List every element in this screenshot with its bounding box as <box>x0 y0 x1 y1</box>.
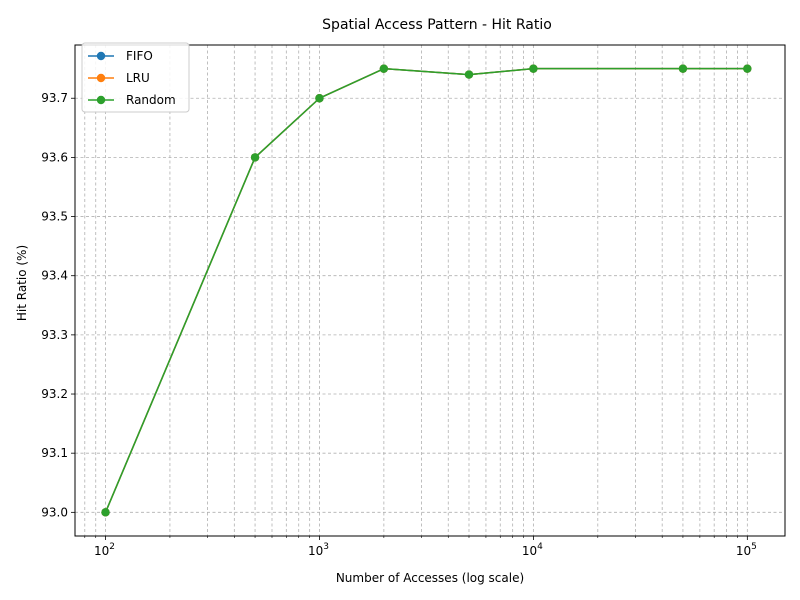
y-tick-label: 93.4 <box>41 269 68 283</box>
major-grid <box>75 45 785 536</box>
minor-grid <box>84 45 738 536</box>
y-tick-label: 93.6 <box>41 150 68 164</box>
y-tick-label: 93.5 <box>41 210 68 224</box>
series-random <box>101 64 752 517</box>
legend-label: Random <box>126 93 176 107</box>
legend-marker <box>96 51 106 61</box>
y-axis: 93.0 93.1 93.2 93.3 93.4 93.5 93.6 93.7 <box>41 91 75 519</box>
data-point <box>529 64 538 73</box>
x-axis-label: Number of Accesses (log scale) <box>336 571 524 585</box>
x-axis: 102 103 104 105 <box>84 536 757 558</box>
chart-title: Spatial Access Pattern - Hit Ratio <box>322 17 552 33</box>
x-tick-label: 102 <box>94 542 115 558</box>
x-tick-label: 105 <box>736 542 757 558</box>
series-line <box>104 67 748 513</box>
data-point <box>250 153 260 162</box>
legend-label: FIFO <box>126 49 153 63</box>
x-tick-label: 104 <box>522 542 543 558</box>
legend-box <box>81 42 190 113</box>
legend: FIFO LRU Random <box>81 42 190 113</box>
y-tick-label: 93.0 <box>41 505 68 519</box>
data-point <box>101 508 110 517</box>
y-tick-label: 93.3 <box>41 328 68 342</box>
y-tick-label: 93.1 <box>41 446 68 460</box>
legend-label: LRU <box>126 71 150 85</box>
y-tick-label: 93.7 <box>41 91 68 105</box>
y-tick-label: 93.2 <box>41 387 68 401</box>
legend-item: LRU <box>88 71 150 85</box>
y-axis-label: Hit Ratio (%) <box>15 245 29 321</box>
legend-marker <box>96 95 106 105</box>
plot-frame <box>74 44 786 537</box>
data-point <box>678 64 688 73</box>
data-point <box>743 64 752 73</box>
data-point <box>379 64 389 73</box>
data-point <box>315 94 324 103</box>
legend-marker <box>96 73 106 83</box>
legend-item: FIFO <box>88 49 153 63</box>
x-tick-label: 103 <box>308 542 329 558</box>
data-point <box>464 70 474 79</box>
legend-item: Random <box>88 93 176 107</box>
series-layer <box>101 64 752 517</box>
